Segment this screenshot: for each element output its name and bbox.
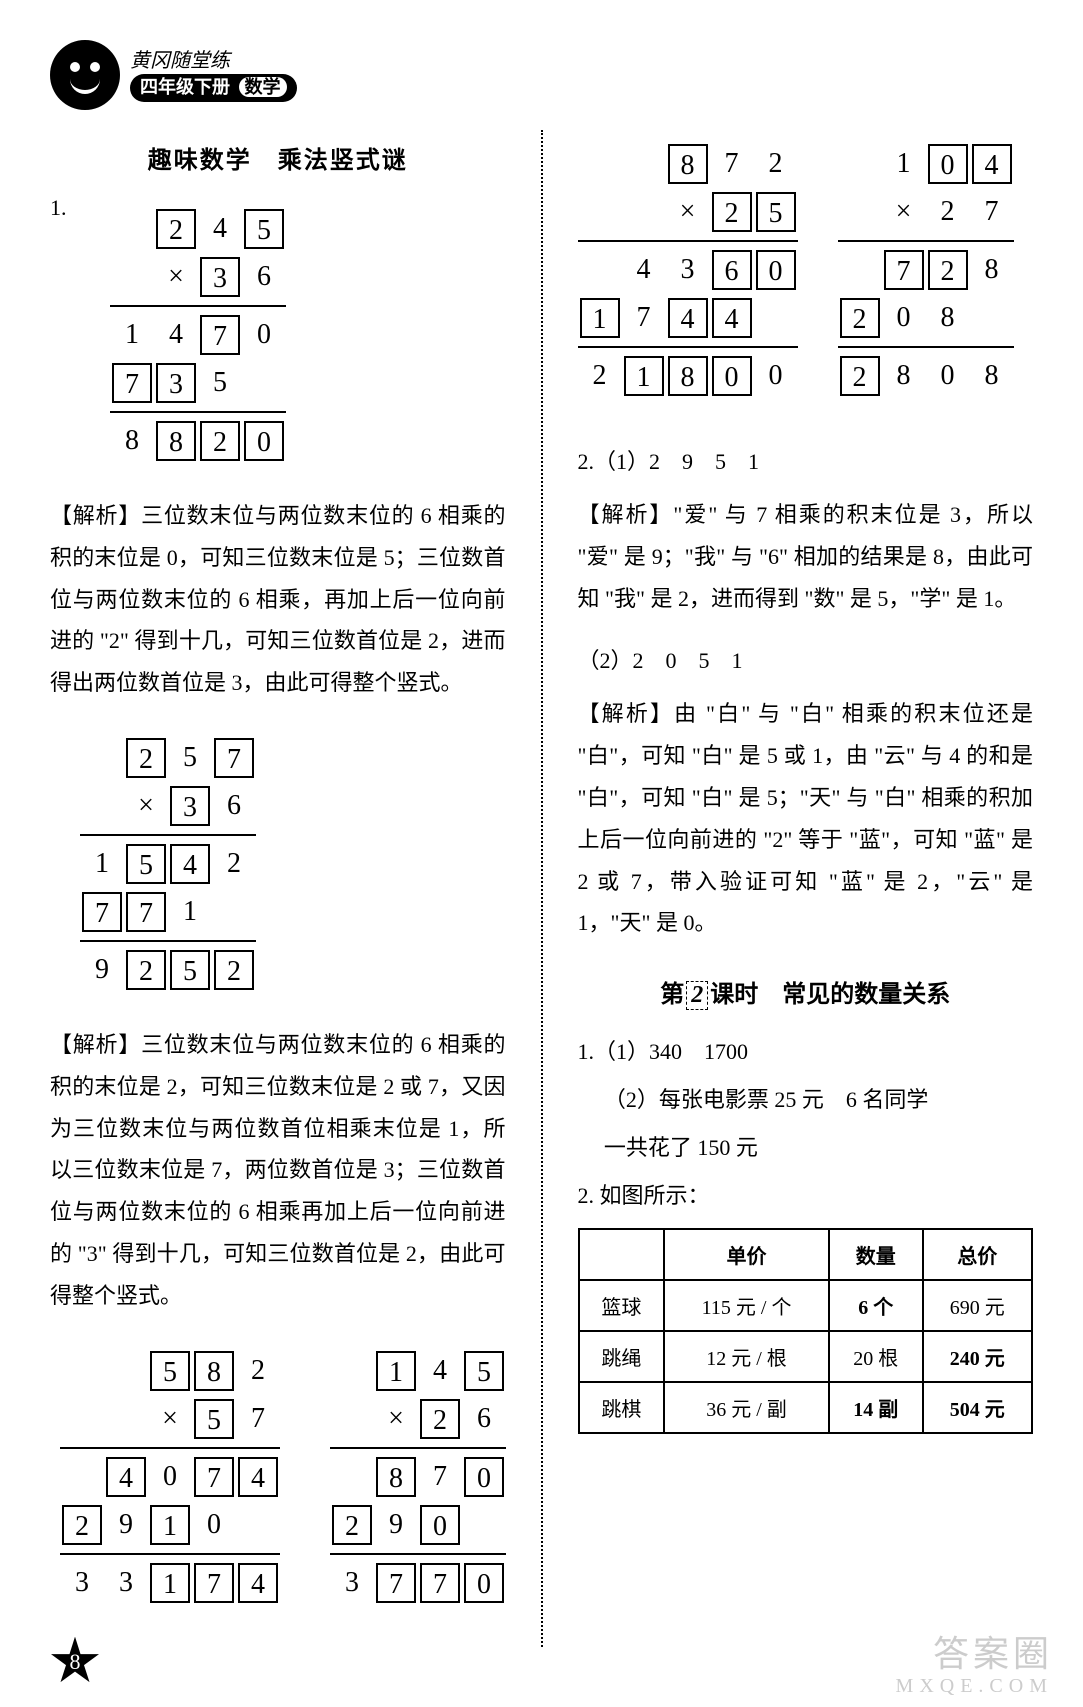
lesson-num: 2	[686, 981, 708, 1010]
smiley-icon	[50, 40, 120, 110]
series-title: 黄冈随堂练	[130, 48, 297, 74]
lesson-suffix: 课时 常见的数量关系	[710, 982, 950, 1008]
explain-3: 【解析】"爱" 与 7 相乘的积末位是 3，所以 "爱" 是 9；"我" 与 "…	[578, 494, 1034, 619]
a1-2: （2）每张电影票 25 元 6 名同学	[578, 1078, 1034, 1122]
watermark-sub: MXQE.COM	[896, 1675, 1053, 1697]
table-cell: 36 元 / 副	[664, 1382, 829, 1433]
columns: 趣味数学 乘法竖式谜 1. 245×3614707358820 【解析】三位数末…	[50, 130, 1033, 1647]
right-column: 872×254360174421800 104×277282082808 2.（…	[578, 130, 1034, 1647]
table-header: 总价	[923, 1229, 1032, 1280]
page: 黄冈随堂练 四年级下册 数学 趣味数学 乘法竖式谜 1. 245×3614707…	[0, 0, 1083, 1707]
watermark: 答案圈 MXQE.COM	[896, 1635, 1053, 1697]
watermark-main: 答案圈	[896, 1635, 1053, 1675]
lesson-prefix: 第	[660, 982, 684, 1008]
price-table: 单价数量总价 篮球115 元 / 个6 个690 元跳绳12 元 / 根20 根…	[578, 1228, 1034, 1434]
subject-pill: 数学	[239, 77, 287, 97]
vmult-4: 145×268702903770	[330, 1347, 506, 1607]
table-cell: 20 根	[829, 1331, 923, 1382]
explain-1: 【解析】三位数末位与两位数末位的 6 相乘的积的末位是 0，可知三位数末位是 5…	[50, 495, 506, 704]
vmult-1: 245×3614707358820	[110, 205, 286, 465]
table-cell: 12 元 / 根	[664, 1331, 829, 1382]
lesson-title: 第2课时 常见的数量关系	[578, 974, 1034, 1010]
table-cell: 504 元	[923, 1382, 1032, 1433]
explain-4: 【解析】由 "白" 与 "白" 相乘的积末位还是 "白"，可知 "白" 是 5 …	[578, 693, 1034, 944]
table-header	[579, 1229, 665, 1280]
q1-label: 1.	[50, 195, 76, 221]
q2-part1: 2.（1）2 9 5 1	[578, 440, 1034, 484]
table-cell: 690 元	[923, 1280, 1032, 1331]
table-cell: 跳棋	[579, 1382, 665, 1433]
a1-3: 一共花了 150 元	[578, 1126, 1034, 1170]
q2-part2: （2）2 0 5 1	[578, 639, 1034, 683]
table-cell: 跳绳	[579, 1331, 665, 1382]
table-header: 单价	[664, 1229, 829, 1280]
a1-1: 1.（1）340 1700	[578, 1030, 1034, 1074]
table-cell: 6 个	[829, 1280, 923, 1331]
vmult-5: 872×254360174421800	[578, 140, 798, 400]
header-text: 黄冈随堂练 四年级下册 数学	[130, 48, 297, 101]
vmult-3: 582×574074291033174	[60, 1347, 280, 1607]
q1: 1. 245×3614707358820	[50, 195, 506, 485]
left-column: 趣味数学 乘法竖式谜 1. 245×3614707358820 【解析】三位数末…	[50, 130, 506, 1647]
table-header: 数量	[829, 1229, 923, 1280]
section-title: 趣味数学 乘法竖式谜	[50, 140, 506, 175]
table-header-row: 单价数量总价	[579, 1229, 1033, 1280]
table-cell: 240 元	[923, 1331, 1032, 1382]
column-divider	[541, 130, 543, 1647]
grade-text: 四年级下册	[140, 77, 230, 97]
vmult-row-3-4: 582×574074291033174 145×268702903770	[50, 1337, 506, 1627]
vmult-6: 104×277282082808	[838, 140, 1014, 400]
vmult-2: 257×3615427719252	[80, 734, 256, 994]
vmult-row-5-6: 872×254360174421800 104×277282082808	[578, 130, 1034, 420]
a2-label: 2. 如图所示：	[578, 1174, 1034, 1218]
table-cell: 篮球	[579, 1280, 665, 1331]
table-cell: 115 元 / 个	[664, 1280, 829, 1331]
grade-pill: 四年级下册 数学	[130, 74, 297, 101]
table-row: 跳棋36 元 / 副14 副504 元	[579, 1382, 1033, 1433]
explain-2: 【解析】三位数末位与两位数末位的 6 相乘的积的末位是 2，可知三位数末位是 2…	[50, 1024, 506, 1317]
table-row: 跳绳12 元 / 根20 根240 元	[579, 1331, 1033, 1382]
table-row: 篮球115 元 / 个6 个690 元	[579, 1280, 1033, 1331]
header: 黄冈随堂练 四年级下册 数学	[50, 40, 1033, 110]
table-cell: 14 副	[829, 1382, 923, 1433]
